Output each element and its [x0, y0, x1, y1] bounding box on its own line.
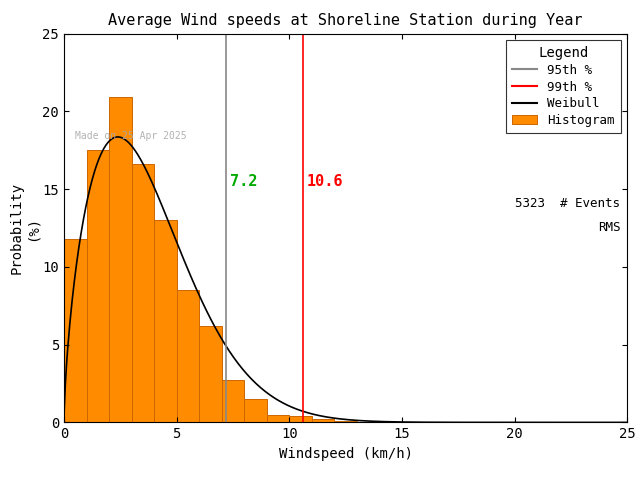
X-axis label: Windspeed (km/h): Windspeed (km/h) — [278, 447, 413, 461]
Bar — [289, 416, 312, 422]
Bar — [357, 421, 380, 422]
Bar — [64, 239, 86, 422]
Title: Average Wind speeds at Shoreline Station during Year: Average Wind speeds at Shoreline Station… — [108, 13, 583, 28]
Bar — [132, 164, 154, 422]
Bar — [177, 290, 199, 422]
Y-axis label: Probability
(%): Probability (%) — [10, 182, 40, 274]
Bar — [334, 421, 357, 422]
Bar — [267, 415, 289, 422]
Legend: 95th %, 99th %, Weibull, Histogram: 95th %, 99th %, Weibull, Histogram — [506, 40, 621, 133]
Text: RMS: RMS — [598, 221, 620, 234]
Bar — [199, 326, 221, 422]
Bar — [244, 399, 267, 422]
Bar — [109, 97, 132, 422]
Bar — [86, 150, 109, 422]
Text: 5323  # Events: 5323 # Events — [515, 197, 620, 211]
Bar — [154, 220, 177, 422]
Bar — [221, 381, 244, 422]
Text: Made on 25 Apr 2025: Made on 25 Apr 2025 — [76, 132, 187, 141]
Text: 10.6: 10.6 — [306, 174, 342, 189]
Text: 7.2: 7.2 — [230, 174, 257, 189]
Bar — [312, 420, 334, 422]
